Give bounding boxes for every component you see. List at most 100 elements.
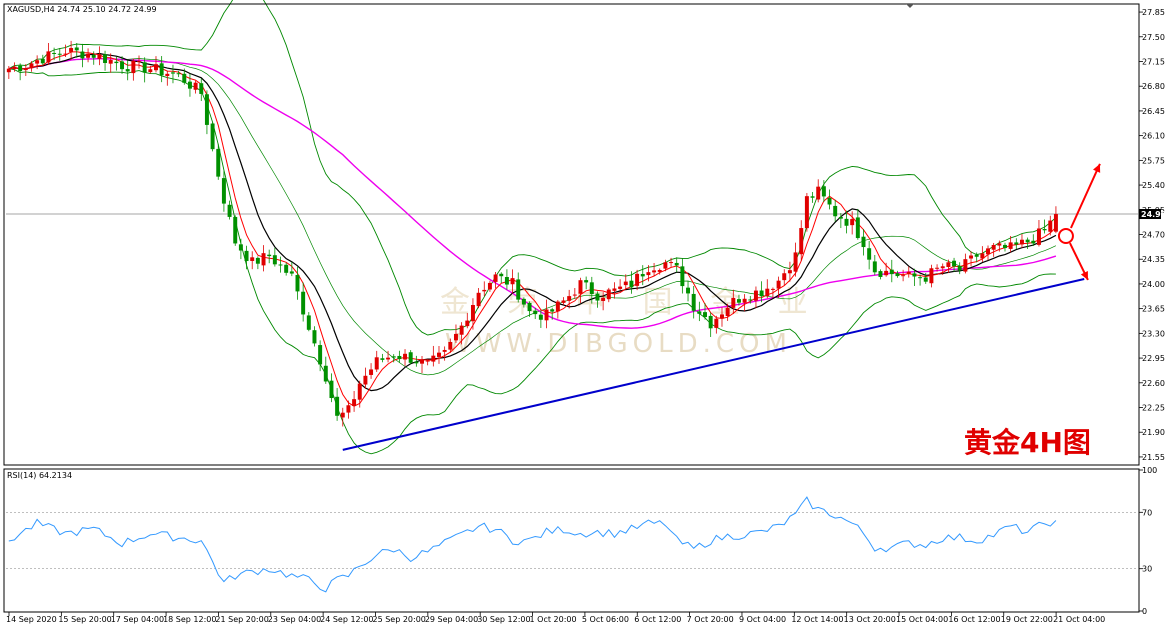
candle-body bbox=[635, 273, 640, 286]
candle-body bbox=[533, 310, 538, 315]
candle-body bbox=[929, 268, 934, 284]
candle-body bbox=[1014, 242, 1019, 245]
candle-body bbox=[584, 280, 589, 283]
candle bbox=[804, 192, 809, 232]
price-tick-label: 22.25 bbox=[1142, 404, 1165, 413]
candle-body bbox=[487, 282, 492, 290]
candle-body bbox=[165, 73, 170, 77]
candle bbox=[601, 292, 606, 311]
arrow-head bbox=[1080, 270, 1088, 280]
candle-body bbox=[782, 273, 787, 281]
candle-body bbox=[572, 294, 577, 296]
candle-body bbox=[720, 314, 724, 319]
candle-body bbox=[935, 267, 940, 269]
candle bbox=[980, 246, 985, 262]
candle bbox=[991, 242, 996, 257]
candle-body bbox=[906, 271, 911, 274]
candle bbox=[284, 262, 289, 276]
candle bbox=[686, 281, 691, 302]
candle bbox=[199, 78, 204, 101]
candle-body bbox=[482, 289, 487, 292]
candle bbox=[861, 228, 866, 256]
candle-body bbox=[1008, 242, 1013, 249]
candle-body bbox=[318, 345, 323, 365]
candle-body bbox=[199, 83, 204, 94]
candle-body bbox=[986, 248, 990, 255]
candle-body bbox=[1019, 239, 1024, 245]
candle-body bbox=[827, 197, 832, 205]
time-tick-label: 19 Oct 22:00 bbox=[1001, 615, 1053, 624]
rsi-panel-frame bbox=[3, 468, 1140, 613]
candle bbox=[29, 61, 34, 72]
time-tick-label: 21 Sep 20:00 bbox=[215, 615, 268, 624]
time-tick-label: 13 Oct 20:00 bbox=[844, 615, 896, 624]
candle bbox=[35, 55, 40, 70]
candle-body bbox=[329, 380, 334, 399]
candle-body bbox=[408, 352, 413, 363]
candle-body bbox=[550, 309, 555, 312]
candle-body bbox=[63, 53, 68, 55]
candle bbox=[516, 272, 521, 303]
candle-body bbox=[923, 277, 928, 282]
candle-body bbox=[335, 396, 340, 416]
candle-body bbox=[816, 186, 821, 200]
candle bbox=[657, 268, 662, 275]
shift-marker-icon[interactable] bbox=[906, 4, 914, 8]
candle-body bbox=[680, 266, 685, 287]
candle bbox=[80, 43, 85, 68]
candle bbox=[482, 281, 487, 297]
candle-body bbox=[544, 309, 549, 321]
candle bbox=[301, 282, 306, 322]
price-panel-frame bbox=[3, 3, 1140, 466]
price-tick-label: 27.15 bbox=[1142, 57, 1165, 66]
candle-body bbox=[957, 266, 962, 271]
candle bbox=[391, 354, 396, 363]
candle-body bbox=[40, 58, 45, 64]
candle-body bbox=[889, 269, 894, 275]
candle-body bbox=[833, 205, 838, 217]
candle bbox=[69, 40, 74, 61]
candle bbox=[703, 303, 707, 320]
price-tick-label: 24.35 bbox=[1142, 255, 1165, 264]
candle bbox=[504, 269, 509, 290]
candle bbox=[295, 266, 300, 300]
candle-body bbox=[646, 272, 651, 276]
chart-title: 黄金4H图 bbox=[964, 426, 1091, 459]
candle bbox=[414, 355, 419, 367]
candle bbox=[606, 287, 611, 303]
candle bbox=[352, 391, 357, 412]
candle bbox=[872, 254, 877, 276]
time-tick-label: 5 Oct 06:00 bbox=[582, 615, 629, 624]
candle bbox=[261, 245, 266, 272]
candle bbox=[946, 259, 951, 274]
candle-body bbox=[1025, 239, 1030, 243]
candle-body bbox=[52, 52, 57, 54]
candle bbox=[170, 64, 175, 84]
candle bbox=[1014, 238, 1019, 250]
rsi-plot bbox=[6, 496, 1138, 593]
candle-body bbox=[499, 273, 504, 277]
candle bbox=[465, 313, 470, 329]
candle-body bbox=[510, 278, 515, 285]
candle-body bbox=[793, 252, 798, 272]
price-plot bbox=[6, 0, 1138, 455]
candle bbox=[425, 359, 430, 366]
candle-body bbox=[770, 288, 775, 290]
symbol-header: XAGUSD,H4 24.74 25.10 24.72 24.99 bbox=[7, 5, 157, 14]
price-tick-label: 25.75 bbox=[1142, 156, 1165, 165]
candle bbox=[346, 400, 351, 419]
candle bbox=[57, 47, 62, 61]
candle bbox=[6, 66, 11, 79]
candle bbox=[329, 373, 334, 403]
candle bbox=[753, 286, 758, 308]
time-tick-label: 29 Sep 04:00 bbox=[425, 615, 478, 624]
time-tick-label: 15 Oct 04:00 bbox=[896, 615, 948, 624]
candle bbox=[957, 262, 962, 275]
candle bbox=[335, 388, 340, 421]
rsi-tick-label: 70 bbox=[1142, 508, 1152, 517]
candle-body bbox=[346, 405, 351, 413]
price-tick-label: 21.90 bbox=[1142, 428, 1165, 437]
candle bbox=[476, 288, 481, 309]
candle bbox=[623, 274, 628, 290]
